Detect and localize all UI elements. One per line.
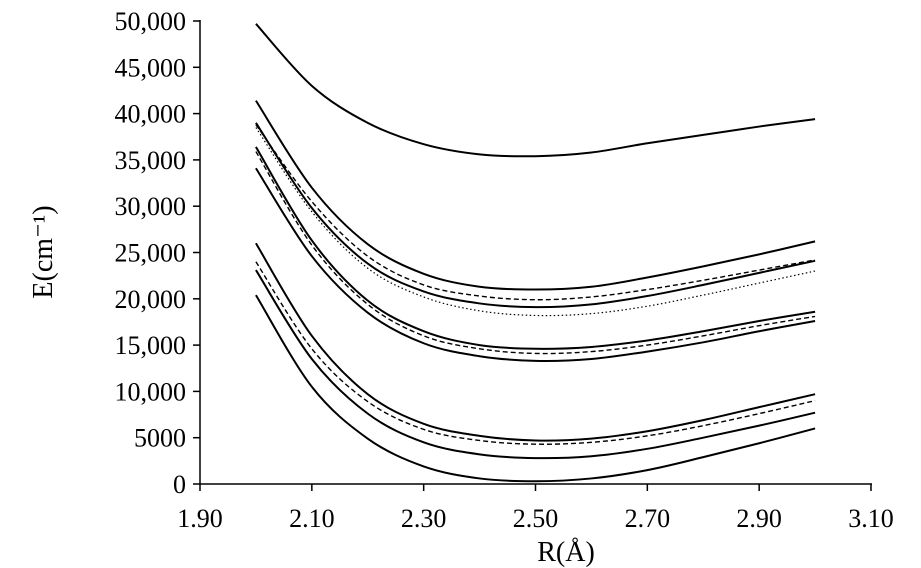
series-line-9-solid	[255, 242, 816, 442]
series-line-7-dashed	[255, 151, 816, 355]
series-line-12-solid	[255, 294, 816, 483]
y-tick-label: 10,000	[115, 377, 187, 406]
series-line-5-dotted	[255, 127, 816, 317]
series-line-11-solid	[255, 269, 816, 460]
y-ticks: 0 5000 10,000 15,000 20,000 25,000 30,000 35,00…	[115, 7, 200, 499]
y-tick-label: 15,000	[115, 331, 187, 360]
y-tick-label: 5000	[134, 424, 186, 453]
x-ticks: 1.90 2.10 2.30 2.50 2.70 2.90 3.10	[177, 484, 894, 533]
x-tick-label: 1.90	[177, 504, 223, 533]
x-tick-label: 2.50	[513, 504, 559, 533]
y-tick-label: 25,000	[115, 239, 187, 268]
series-line-10-dashed	[255, 261, 816, 445]
series-line-8-solid	[255, 167, 816, 362]
y-tick-label: 20,000	[115, 285, 187, 314]
x-tick-label: 3.10	[848, 504, 894, 533]
series-line-2-solid	[255, 100, 816, 291]
series-line-3-dashed	[255, 124, 816, 301]
y-axis-title: E(cm⁻¹)	[28, 205, 59, 298]
series-line-1-solid	[255, 23, 816, 158]
y-tick-label: 30,000	[115, 192, 187, 221]
x-tick-label: 2.10	[289, 504, 335, 533]
y-tick-label: 45,000	[115, 53, 187, 82]
y-tick-label: 35,000	[115, 146, 187, 175]
y-tick-label: 50,000	[115, 7, 187, 36]
x-tick-label: 2.30	[401, 504, 447, 533]
series-layer	[255, 23, 816, 483]
series-line-4-solid	[255, 122, 816, 309]
y-tick-label: 0	[173, 470, 186, 499]
x-axis-title: R(Å)	[537, 537, 595, 568]
series-line-6-solid	[255, 146, 816, 350]
y-tick-label: 40,000	[115, 100, 187, 129]
x-tick-label: 2.90	[736, 504, 782, 533]
x-tick-label: 2.70	[625, 504, 671, 533]
